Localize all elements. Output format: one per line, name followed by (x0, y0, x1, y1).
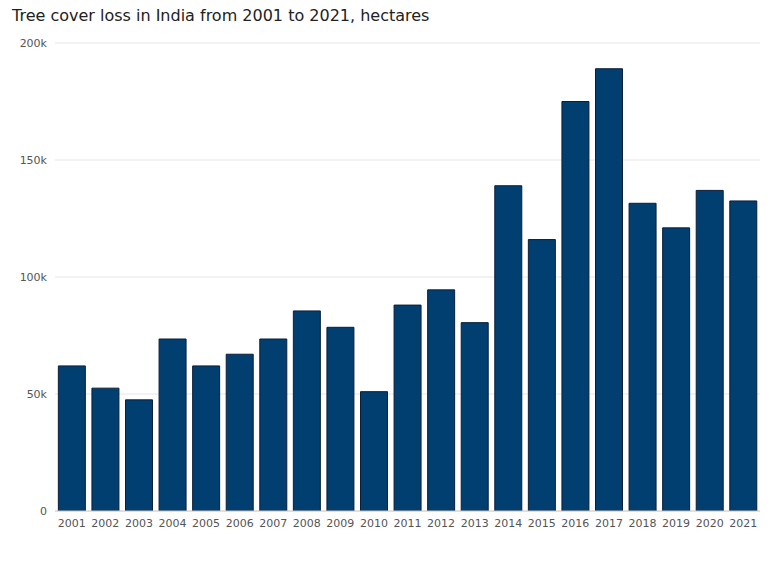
svg-text:2012: 2012 (427, 517, 455, 530)
svg-text:2016: 2016 (561, 517, 589, 530)
svg-text:2001: 2001 (58, 517, 86, 530)
svg-text:2018: 2018 (629, 517, 657, 530)
svg-text:2006: 2006 (226, 517, 254, 530)
svg-text:2015: 2015 (528, 517, 556, 530)
svg-text:2013: 2013 (461, 517, 489, 530)
svg-text:2008: 2008 (293, 517, 321, 530)
svg-text:2021: 2021 (729, 517, 757, 530)
svg-text:2019: 2019 (662, 517, 690, 530)
svg-text:2002: 2002 (91, 517, 119, 530)
svg-text:2005: 2005 (192, 517, 220, 530)
svg-text:2017: 2017 (595, 517, 623, 530)
svg-text:2014: 2014 (494, 517, 522, 530)
svg-text:2003: 2003 (125, 517, 153, 530)
svg-text:200k: 200k (20, 37, 48, 50)
svg-text:2007: 2007 (259, 517, 287, 530)
html-text:Tree cover loss in India from: Tree cover loss in India from 2001 to 20… (12, 6, 430, 25)
svg-text:100k: 100k (20, 271, 48, 284)
svg-text:2009: 2009 (326, 517, 354, 530)
svg-text:150k: 150k (20, 154, 48, 167)
svg-text:2004: 2004 (159, 517, 187, 530)
svg-text:2010: 2010 (360, 517, 388, 530)
svg-text:2011: 2011 (394, 517, 422, 530)
svg-text:0: 0 (40, 505, 47, 518)
svg-text:50k: 50k (27, 388, 48, 401)
svg-text:2020: 2020 (696, 517, 724, 530)
